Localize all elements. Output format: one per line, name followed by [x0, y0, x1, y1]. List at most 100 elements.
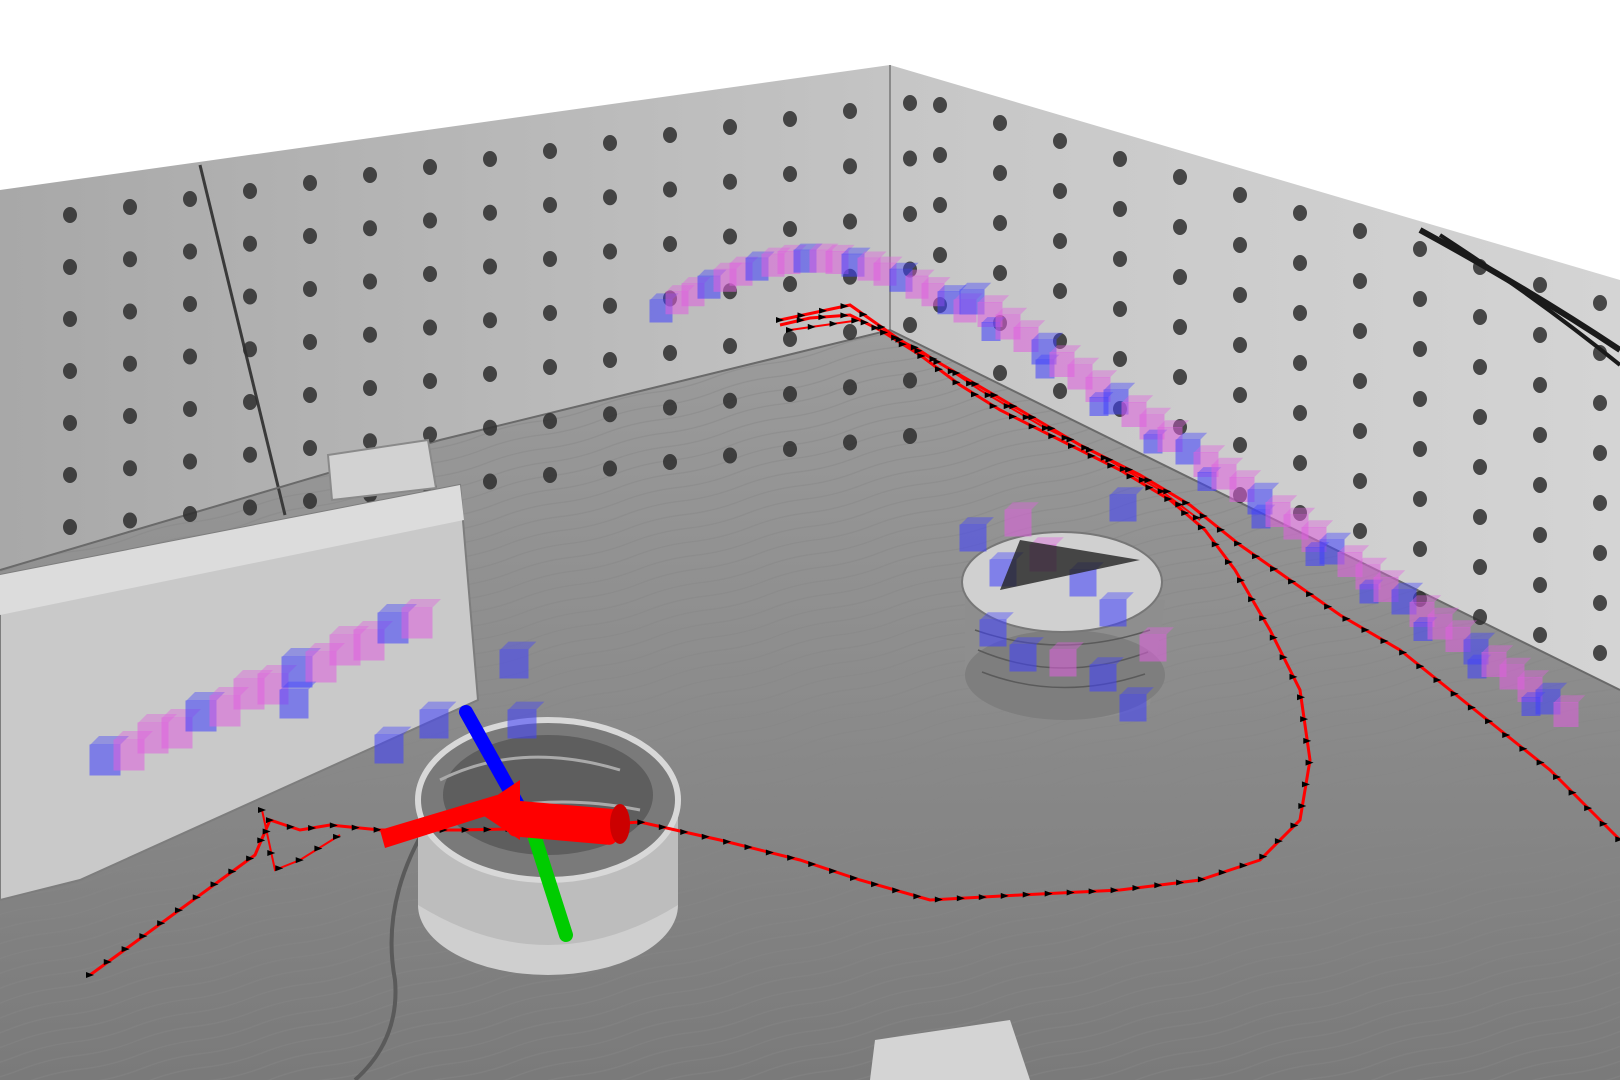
pegboard-hole [783, 221, 797, 237]
trajectory-arrow-icon [1553, 774, 1562, 781]
pegboard-hole [1113, 151, 1127, 167]
trajectory-arrow-icon [192, 894, 201, 901]
trajectory-arrow-icon [174, 907, 183, 914]
pegboard-hole [543, 467, 557, 483]
pegboard-hole [933, 97, 947, 113]
pegboard-hole [663, 127, 677, 143]
trajectory-arrow-icon [1297, 694, 1306, 701]
trajectory-arrow-icon [1290, 822, 1299, 829]
trajectory-arrow-icon [1305, 759, 1314, 766]
pegboard-hole [363, 326, 377, 343]
pegboard-hole [1533, 327, 1547, 343]
trajectory-arrow-icon [1216, 526, 1225, 533]
trajectory-arrow-icon [1239, 862, 1248, 869]
trajectory-arrow-icon [1224, 558, 1233, 565]
pegboard-hole [1593, 595, 1607, 611]
pegboard-hole [1533, 477, 1547, 493]
trajectory-arrow-icon [286, 823, 295, 830]
trajectory-arrow-icon [786, 327, 794, 333]
trajectory-arrow-icon [1324, 603, 1333, 610]
trajectory-arrow-icon [1342, 615, 1351, 622]
pegboard-hole [1053, 183, 1067, 199]
pegboard-hole [783, 276, 797, 292]
trajectory-arrow-icon [1087, 452, 1096, 459]
pegboard-hole [1593, 495, 1607, 511]
trajectory-arrow-icon [1519, 745, 1528, 752]
pegboard-hole [183, 453, 197, 470]
trajectory-arrow-icon [1303, 737, 1312, 744]
trajectory-arrow-icon [351, 824, 360, 831]
trajectory-arrow-icon [1288, 578, 1297, 585]
trajectory-arrow-icon [483, 826, 492, 833]
pegboard-hole [1233, 187, 1247, 203]
trajectory-arrow-icon [787, 854, 796, 861]
trajectory-arrow-icon [1259, 615, 1268, 622]
pegboard-hole [723, 173, 737, 190]
trajectory-arrow-icon [295, 857, 304, 864]
pegboard-hole [843, 158, 857, 175]
trajectory-arrow-icon [275, 865, 284, 872]
trajectory-arrow-icon [966, 380, 975, 387]
trajectory-arrow-icon [1125, 466, 1134, 473]
trajectory-arrow-icon [1298, 803, 1307, 810]
pegboard-hole [303, 334, 317, 350]
pegboard-hole [783, 386, 797, 402]
trajectory-arrow-icon [1234, 540, 1243, 547]
trajectory-arrow-icon [1132, 884, 1141, 891]
map-voxel [1139, 627, 1174, 662]
trajectory-arrow-icon [680, 828, 689, 835]
pegboard-hole [783, 111, 797, 127]
pegboard-hole [1593, 295, 1607, 311]
trajectory-arrow-icon [157, 920, 166, 927]
pegboard-hole [1113, 351, 1127, 367]
trajectory-arrow-icon [871, 881, 880, 888]
pegboard-hole [903, 95, 917, 111]
trajectory-arrow-icon [1485, 718, 1494, 725]
trajectory-arrow-icon [1584, 805, 1593, 812]
pegboard-hole [243, 446, 257, 463]
trajectory-arrow-icon [796, 317, 805, 324]
trajectory-arrow-icon [1119, 465, 1128, 472]
pegboard-hole [543, 359, 557, 375]
trajectory-arrow-icon [1599, 820, 1608, 827]
trajectory-arrow-icon [1450, 690, 1459, 697]
pegboard-hole [1473, 359, 1487, 375]
pegboard-hole [1353, 423, 1367, 439]
wood-block-bottom [870, 1020, 1030, 1080]
pegboard-hole [933, 147, 947, 163]
pegboard-hole [483, 312, 497, 329]
trajectory-arrow-icon [910, 344, 919, 351]
trajectory-arrow-icon [871, 324, 880, 331]
trajectory-arrow-icon [1399, 649, 1408, 656]
pegboard-hole [63, 207, 77, 223]
trajectory-arrow-icon [1176, 879, 1185, 886]
trajectory-arrow-icon [329, 822, 338, 829]
pegboard-hole [63, 311, 77, 327]
pegboard-hole [483, 151, 497, 167]
trajectory-arrow-icon [1044, 890, 1053, 897]
pegboard-hole [603, 406, 617, 423]
trajectory-arrow-icon [952, 379, 961, 386]
pegboard-hole [423, 212, 437, 229]
trajectory-arrow-icon [1259, 853, 1268, 860]
pegboard-hole [723, 119, 737, 135]
pegboard-hole [183, 506, 197, 522]
pegboard-hole [723, 338, 737, 354]
trajectory-arrow-icon [1252, 553, 1261, 560]
pegboard-hole [1233, 337, 1247, 353]
pegboard-hole [1173, 219, 1187, 235]
trajectory-arrow-icon [1289, 673, 1298, 680]
trajectory-arrow-icon [1361, 626, 1370, 633]
pegboard-hole [1413, 391, 1427, 407]
map-voxel [419, 701, 457, 739]
pegboard-hole [603, 243, 617, 260]
pegboard-hole [1533, 377, 1547, 393]
pegboard-hole [303, 387, 317, 403]
pegboard-hole [1413, 291, 1427, 307]
pegboard-hole [843, 213, 857, 230]
trajectory-arrow-icon [1615, 836, 1620, 843]
trajectory-arrow-icon [1279, 654, 1288, 661]
trajectory-arrow-icon [877, 324, 886, 331]
trajectory-arrow-icon [934, 896, 943, 903]
trajectory-arrow-icon [914, 347, 923, 354]
